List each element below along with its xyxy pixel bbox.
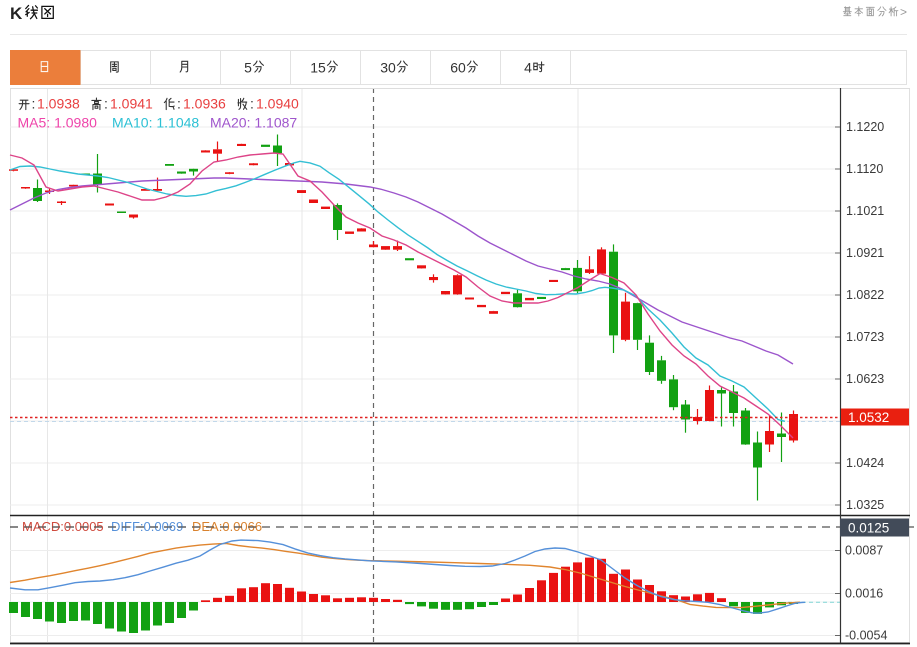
- svg-text:5: 5: [244, 60, 252, 76]
- svg-text:1.0940: 1.0940: [256, 96, 299, 112]
- svg-text::: :: [32, 96, 36, 112]
- svg-text:1.0325: 1.0325: [846, 498, 884, 512]
- svg-text:MA20: 1.1087: MA20: 1.1087: [210, 115, 297, 131]
- svg-text::: :: [177, 96, 181, 112]
- svg-text:-0.0054: -0.0054: [845, 629, 887, 643]
- svg-text:MA10: 1.1048: MA10: 1.1048: [112, 115, 199, 131]
- svg-text:4: 4: [524, 60, 532, 76]
- svg-text:1.1220: 1.1220: [846, 120, 884, 134]
- svg-text:1.0941: 1.0941: [110, 96, 153, 112]
- svg-text:1.0532: 1.0532: [848, 410, 889, 425]
- svg-text:0.0087: 0.0087: [845, 544, 883, 558]
- svg-text:1.0921: 1.0921: [846, 246, 884, 260]
- svg-text:K: K: [10, 4, 23, 23]
- svg-text:1.0936: 1.0936: [183, 96, 226, 112]
- svg-text:60: 60: [450, 60, 466, 76]
- svg-text:0.0125: 0.0125: [848, 520, 889, 535]
- svg-text:>: >: [900, 5, 907, 19]
- svg-text::: :: [250, 96, 254, 112]
- svg-text:30: 30: [380, 60, 396, 76]
- svg-text:MACD:0.0005: MACD:0.0005: [22, 519, 104, 534]
- svg-text:DIFF:0.0069: DIFF:0.0069: [111, 519, 183, 534]
- svg-text:MA5: 1.0980: MA5: 1.0980: [18, 115, 98, 131]
- svg-text:1.1120: 1.1120: [846, 162, 883, 176]
- svg-text:15: 15: [310, 60, 326, 76]
- svg-text:0.0016: 0.0016: [845, 587, 883, 601]
- svg-text:1.0623: 1.0623: [846, 372, 884, 386]
- svg-text:1.0938: 1.0938: [37, 96, 80, 112]
- svg-text:1.1021: 1.1021: [846, 204, 884, 218]
- svg-text:1.0723: 1.0723: [846, 330, 884, 344]
- svg-text:1.0424: 1.0424: [846, 456, 884, 470]
- svg-text::: :: [104, 96, 108, 112]
- svg-text:1.0822: 1.0822: [846, 288, 884, 302]
